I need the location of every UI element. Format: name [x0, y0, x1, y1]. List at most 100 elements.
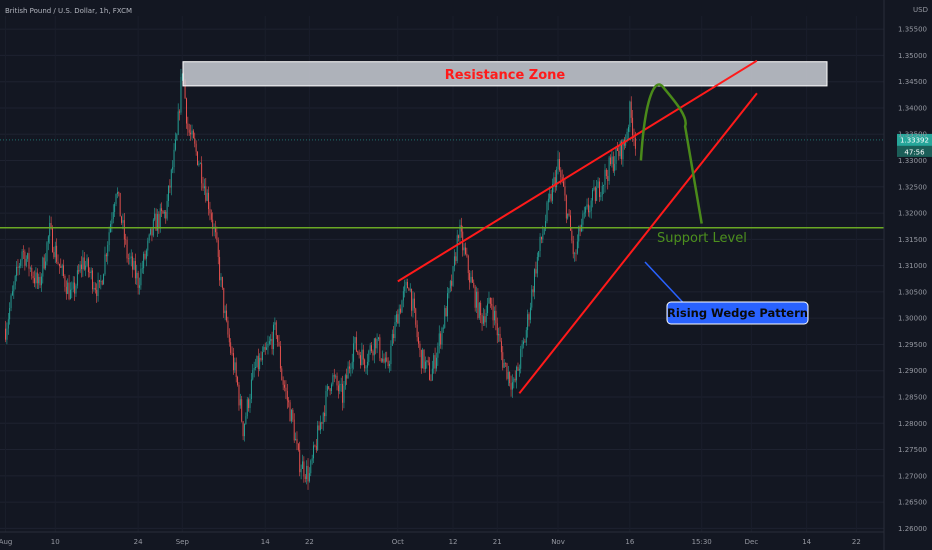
candle-body — [56, 245, 58, 262]
candle-body — [473, 282, 475, 287]
candle-body — [61, 265, 63, 268]
candle-body — [571, 230, 573, 241]
candle-body — [141, 268, 143, 269]
candle-body — [121, 216, 122, 223]
candle-body — [485, 313, 487, 323]
candle-body — [176, 134, 178, 140]
candle-body — [20, 260, 22, 266]
candle-body — [409, 288, 411, 291]
candle-body — [161, 208, 163, 211]
candle-body — [166, 201, 168, 219]
candle-body — [195, 143, 197, 152]
candle-body — [197, 151, 198, 165]
candle-body — [465, 247, 466, 254]
candle-body — [168, 185, 169, 202]
candle-body — [354, 337, 356, 344]
x-tick-label: 15:30 — [692, 538, 712, 546]
candle-body — [389, 364, 390, 367]
candle-body — [288, 400, 290, 403]
candle-body — [391, 334, 393, 346]
candle-body — [235, 362, 237, 378]
candle-body — [263, 346, 265, 353]
candle-body — [437, 346, 439, 358]
support-level-label: Support Level — [657, 231, 747, 246]
candle-body — [292, 409, 294, 420]
candle-body — [534, 269, 535, 293]
candle-body — [570, 215, 571, 231]
candle-body — [74, 282, 76, 294]
candle-body — [147, 240, 149, 251]
candle-body — [219, 256, 221, 281]
candle-body — [259, 357, 261, 370]
candle-body — [331, 384, 332, 391]
wedge-upper-line — [397, 59, 758, 283]
candle-body — [426, 360, 428, 362]
candle-body — [9, 308, 11, 320]
candle-body — [105, 254, 107, 257]
candle-body — [151, 228, 153, 236]
candle-body — [307, 465, 309, 482]
candle-body — [277, 335, 279, 342]
candle-body — [246, 399, 248, 417]
candle-body — [85, 265, 87, 270]
candle-body — [523, 341, 524, 345]
candle-body — [369, 345, 371, 352]
candle-body — [237, 377, 239, 385]
y-tick-label: 1.28000 — [898, 420, 927, 428]
candle-body — [107, 245, 109, 257]
candle-body — [608, 157, 610, 182]
candle-body — [27, 253, 29, 259]
candle-body — [592, 189, 594, 201]
candle-body — [215, 227, 216, 233]
candle-body — [50, 222, 52, 228]
candle-body — [626, 131, 628, 142]
candle-body — [427, 360, 429, 363]
candle-body — [378, 337, 379, 340]
candle-body — [290, 409, 292, 422]
candle-body — [38, 276, 40, 284]
candle-body — [379, 337, 381, 359]
chart-title: British Pound / U.S. Dollar, 1h, FXCM — [5, 7, 132, 15]
candle-body — [187, 123, 189, 130]
candle-body — [253, 367, 255, 370]
candle-body — [180, 76, 182, 113]
candle-body — [179, 111, 181, 113]
candle-body — [303, 461, 305, 477]
candle-body — [558, 158, 560, 171]
candle-body — [575, 253, 577, 255]
candle-body — [505, 362, 506, 364]
candle-body — [531, 289, 533, 308]
candle-body — [271, 338, 273, 350]
x-tick-label: 21 — [493, 538, 502, 546]
candle-body — [29, 267, 31, 269]
candle-body — [453, 256, 455, 267]
candle-body — [279, 346, 281, 369]
candle-body — [249, 399, 251, 408]
candle-body — [567, 213, 569, 219]
candle-body — [275, 322, 277, 336]
candle-body — [628, 126, 629, 132]
candle-body — [329, 388, 331, 391]
candle-body — [76, 270, 78, 286]
candle-body — [333, 375, 335, 377]
candle-body — [97, 280, 99, 297]
candle-body — [278, 341, 280, 347]
candle-body — [159, 208, 161, 228]
candle-body — [130, 256, 132, 259]
candle-body — [634, 137, 636, 149]
candle-body — [498, 333, 500, 336]
candle-body — [188, 129, 190, 133]
candle-body — [355, 337, 357, 352]
candle-body — [481, 315, 483, 324]
candle-body — [16, 266, 18, 276]
candle-body — [64, 276, 66, 287]
candle-body — [579, 226, 581, 232]
candle-body — [556, 169, 558, 188]
candle-body — [199, 163, 201, 164]
candle-body — [266, 347, 268, 350]
candle-body — [373, 338, 375, 356]
candle-body — [300, 468, 302, 473]
candle-body — [402, 291, 404, 301]
